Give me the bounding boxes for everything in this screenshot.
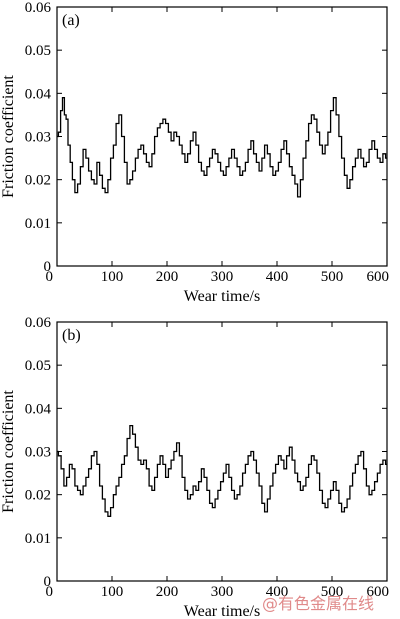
chart-panel-a: 0 0.01 0.02 0.03 0.04 0.05 0.06 0 100 200 300 400 50… <box>0 0 389 305</box>
plot-frame <box>56 321 388 582</box>
chart-panel-b: 0 0.01 0.02 0.03 0.04 0.05 0.06 0 100 200 300 400 50… <box>0 315 389 619</box>
x-tick-label: 500 <box>321 269 344 285</box>
y-tick-label: 0.05 <box>25 43 51 59</box>
y-tick-label: 0.02 <box>25 173 51 189</box>
x-axis-title: Wear time/s <box>184 603 260 619</box>
y-axis-title: Friction coefficient <box>0 75 17 198</box>
y-tick-label: 0.05 <box>25 358 51 374</box>
y-tick-label: 0.01 <box>25 216 51 232</box>
series-line <box>57 97 387 198</box>
y-axis-title: Friction coefficient <box>0 390 17 513</box>
x-tick-label: 0 <box>46 584 54 600</box>
y-tick-label: 0.02 <box>25 488 51 504</box>
y-tick-label: 0.01 <box>25 531 51 547</box>
x-tick-label: 500 <box>321 584 344 600</box>
panel-label: (a) <box>62 12 80 29</box>
x-tick-label: 200 <box>156 269 179 285</box>
x-axis-title: Wear time/s <box>184 288 260 305</box>
x-tick-label: 400 <box>266 584 289 600</box>
watermark-text: @有色金属在线 <box>262 594 374 613</box>
x-tick-label: 400 <box>266 269 289 285</box>
y-tick-label: 0.06 <box>25 315 52 331</box>
y-tick-label: 0.03 <box>25 445 51 461</box>
x-tick-label: 0 <box>46 269 54 285</box>
x-tick-label: 300 <box>211 584 234 600</box>
y-tick-label: 0.03 <box>25 130 51 146</box>
panel-label: (b) <box>62 327 81 344</box>
x-tick-label: 300 <box>211 269 234 285</box>
x-tick-label: 200 <box>156 584 179 600</box>
y-tick-label: 0 <box>44 259 52 275</box>
x-tick-label: 600 <box>367 269 390 285</box>
x-tick-label: 600 <box>367 584 390 600</box>
plot-frame <box>56 6 388 267</box>
y-tick-label: 0.04 <box>25 401 52 417</box>
series-line <box>57 424 387 517</box>
x-tick-label: 100 <box>101 584 124 600</box>
y-tick-label: 0.04 <box>25 86 52 102</box>
x-tick-label: 100 <box>101 269 124 285</box>
y-tick-label: 0 <box>44 574 52 590</box>
y-tick-label: 0.06 <box>25 0 52 16</box>
